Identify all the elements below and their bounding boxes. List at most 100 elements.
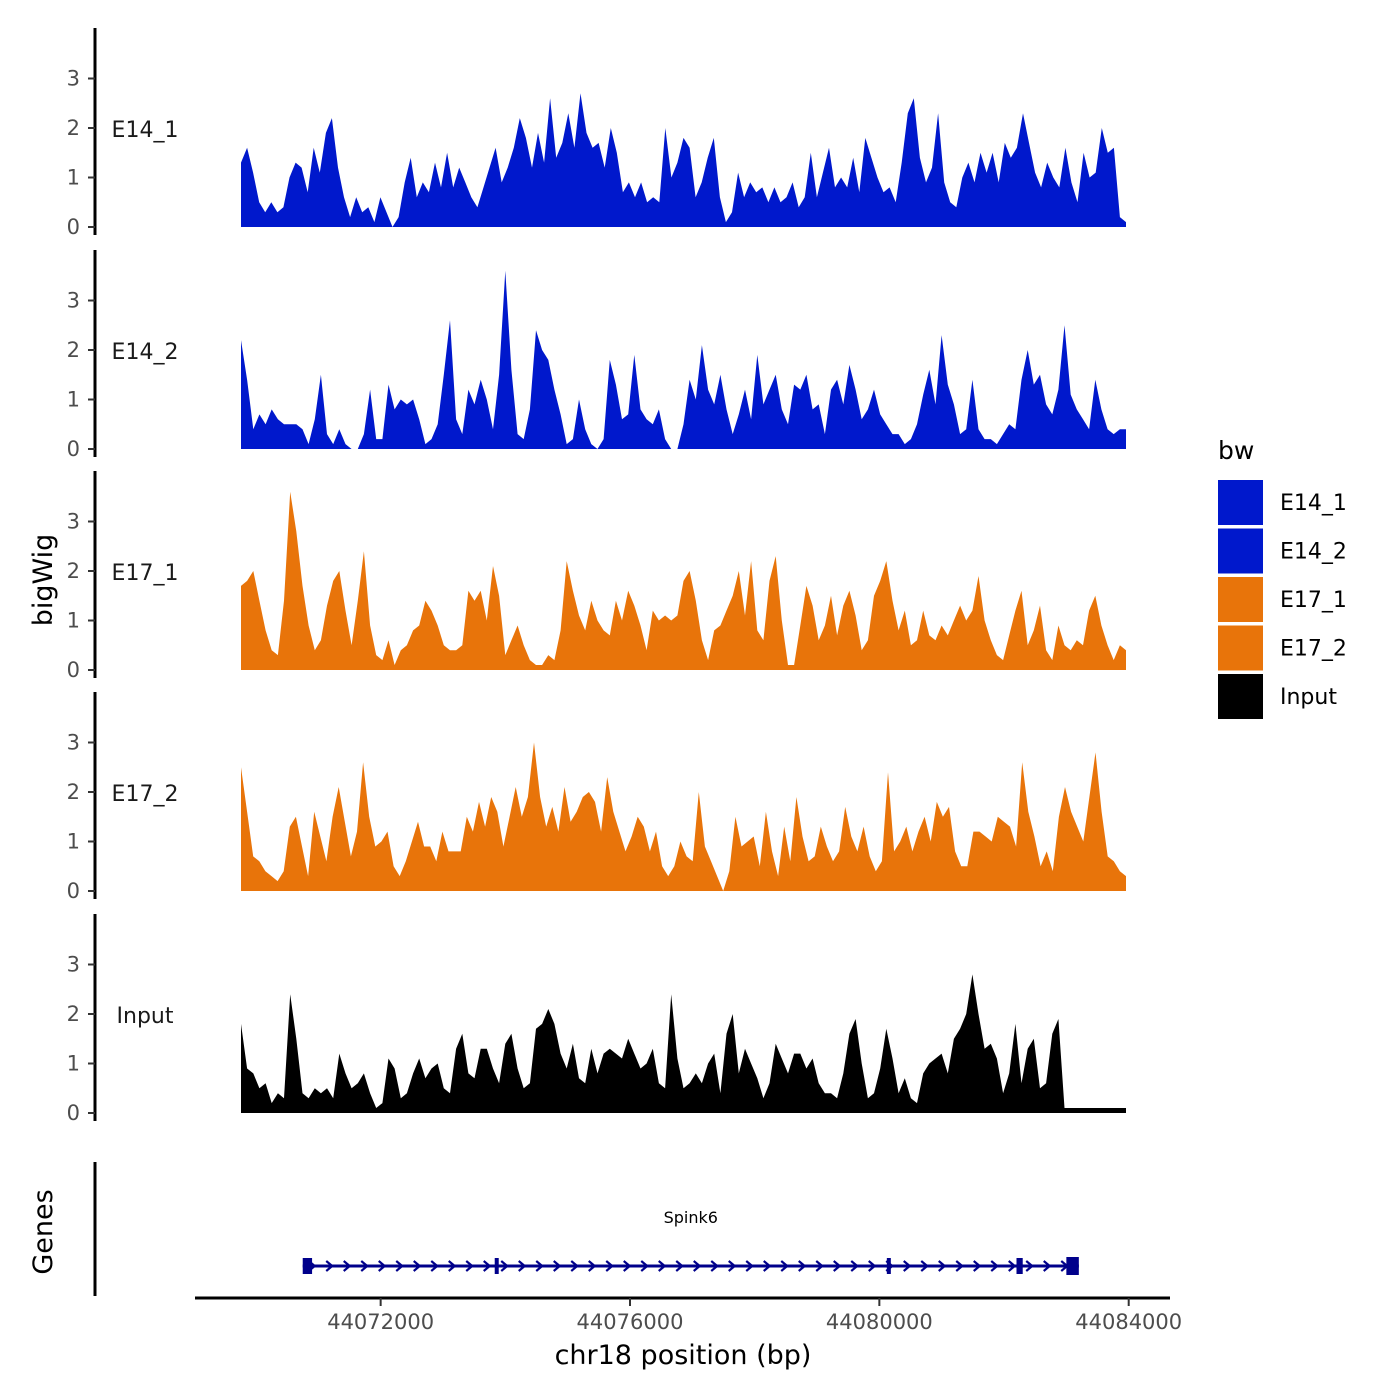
legend-label-E17_1: E17_1	[1280, 588, 1347, 613]
strand-arrow	[483, 1260, 492, 1272]
y-tick-label: 2	[67, 1002, 80, 1026]
strand-arrow	[535, 1260, 544, 1272]
y-tick-label: 1	[67, 1052, 80, 1076]
strand-arrow	[833, 1260, 842, 1272]
track-E14_1: 0 1 2 3 E14_1	[67, 27, 1126, 239]
track-label: E14_1	[112, 118, 179, 143]
y-tick-label: 0	[67, 437, 80, 461]
exon	[302, 1258, 313, 1274]
y-axis-title: bigWig	[28, 534, 59, 627]
strand-arrow	[693, 1260, 702, 1272]
genes-track-title: Genes	[28, 1189, 59, 1274]
strand-arrow	[553, 1260, 562, 1272]
exon	[1066, 1257, 1079, 1275]
strand-arrow	[815, 1260, 824, 1272]
y-tick-label: 3	[67, 510, 80, 534]
strand-arrow	[955, 1260, 964, 1272]
y-tick-label: 0	[67, 215, 80, 239]
y-tick-label: 3	[67, 731, 80, 755]
y-tick-label: 3	[67, 289, 80, 313]
legend-swatch-Input	[1218, 674, 1263, 719]
signal-tracks: 0 1 2 3 E14_1 0 1 2 3 E14_2 0 1 2 3 E17_1 0 1 2 3 E17_2 0 1 2 3…	[67, 27, 1126, 1125]
signal-area-E17_2	[241, 742, 1126, 891]
legend: bw E14_1 E14_2 E17_1 E17_2 Input	[1218, 436, 1347, 719]
y-tick-label: 1	[67, 388, 80, 412]
signal-area-E17_1	[241, 491, 1126, 670]
y-tick-label: 1	[67, 830, 80, 854]
strand-arrow	[710, 1260, 719, 1272]
legend-swatch-E17_1	[1218, 577, 1263, 622]
strand-arrow	[1025, 1260, 1034, 1272]
strand-arrow	[605, 1260, 614, 1272]
x-tick-label: 44072000	[327, 1310, 434, 1334]
track-E14_2: 0 1 2 3 E14_2	[67, 249, 1126, 461]
strand-arrow	[570, 1260, 579, 1272]
strand-arrow	[763, 1260, 772, 1272]
strand-arrow	[343, 1260, 352, 1272]
strand-arrow	[500, 1260, 509, 1272]
strand-arrow	[640, 1260, 649, 1272]
y-tick-label: 1	[67, 166, 80, 190]
signal-area-E14_2	[241, 270, 1126, 449]
y-tick-label: 0	[67, 1101, 80, 1125]
strand-arrow	[448, 1260, 457, 1272]
genes-track: Spink6	[93, 1162, 1079, 1296]
x-axis-title: chr18 position (bp)	[555, 1340, 812, 1371]
strand-arrow	[745, 1260, 754, 1272]
strand-arrow	[973, 1260, 982, 1272]
track-Input: 0 1 2 3 Input	[67, 913, 1126, 1125]
strand-arrow	[903, 1260, 912, 1272]
x-axis: 44072000 44076000 44080000 44084000	[195, 1296, 1182, 1334]
legend-label-Input: Input	[1280, 685, 1337, 710]
strand-arrow	[990, 1260, 999, 1272]
track-E17_1: 0 1 2 3 E17_1	[67, 470, 1126, 682]
y-tick-label: 3	[67, 67, 80, 91]
strand-arrow	[850, 1260, 859, 1272]
strand-arrow	[465, 1260, 474, 1272]
legend-label-E17_2: E17_2	[1280, 637, 1347, 662]
strand-arrow	[780, 1260, 789, 1272]
track-label: E14_2	[112, 340, 179, 365]
strand-arrow	[623, 1260, 632, 1272]
track-label: E17_2	[112, 782, 179, 807]
track-label: Input	[117, 1004, 174, 1029]
y-tick-label: 2	[67, 559, 80, 583]
strand-arrow	[728, 1260, 737, 1272]
y-tick-label: 0	[67, 879, 80, 903]
strand-arrow	[798, 1260, 807, 1272]
exon	[886, 1258, 891, 1274]
track-label: E17_1	[112, 561, 179, 586]
legend-label-E14_1: E14_1	[1280, 491, 1347, 516]
strand-arrow	[938, 1260, 947, 1272]
strand-arrow	[395, 1260, 404, 1272]
legend-swatch-E14_2	[1218, 528, 1263, 574]
y-tick-label: 2	[67, 780, 80, 804]
y-tick-label: 0	[67, 658, 80, 682]
strand-arrow	[675, 1260, 684, 1272]
y-tick-label: 2	[67, 338, 80, 362]
signal-area-Input	[241, 974, 1126, 1113]
legend-label-E14_2: E14_2	[1280, 540, 1347, 565]
y-tick-label: 3	[67, 953, 80, 977]
strand-arrow	[360, 1260, 369, 1272]
gene-name-label: Spink6	[664, 1208, 718, 1227]
strand-arrow	[1008, 1260, 1017, 1272]
strand-arrow	[430, 1260, 439, 1272]
legend-title: bw	[1218, 436, 1254, 465]
signal-area-E14_1	[241, 93, 1126, 227]
track-E17_2: 0 1 2 3 E17_2	[67, 691, 1126, 903]
strand-arrow	[920, 1260, 929, 1272]
legend-swatch-E17_2	[1218, 625, 1263, 671]
exon	[494, 1258, 499, 1274]
strand-arrow	[1043, 1260, 1052, 1272]
strand-arrow	[518, 1260, 527, 1272]
x-tick-label: 44080000	[826, 1310, 933, 1334]
x-tick-label: 44084000	[1075, 1310, 1182, 1334]
y-tick-label: 2	[67, 116, 80, 140]
strand-arrow	[325, 1260, 334, 1272]
exon	[1016, 1258, 1023, 1274]
strand-arrow	[378, 1260, 387, 1272]
legend-swatch-E14_1	[1218, 480, 1263, 525]
strand-arrow	[413, 1260, 422, 1272]
